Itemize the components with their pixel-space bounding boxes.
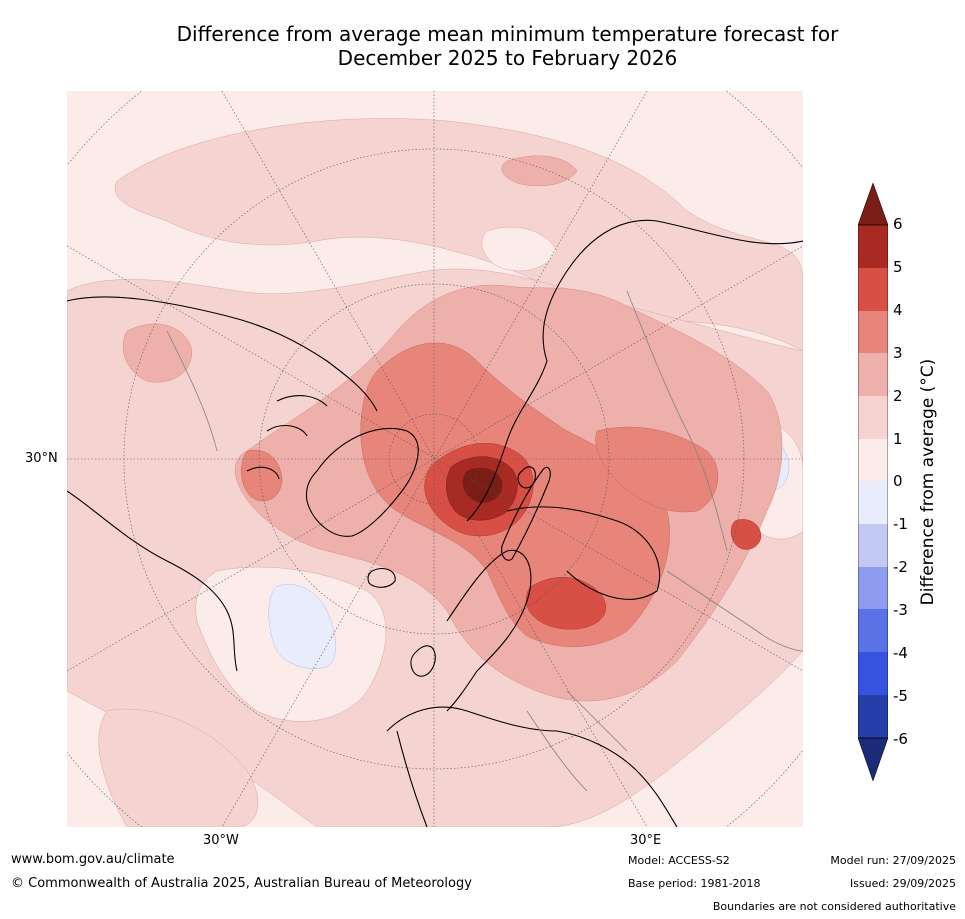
coastline-scandinavia — [446, 549, 532, 712]
colorbar-axis-label: Difference from average (°C) — [918, 358, 938, 606]
footer-issued: Issued: 29/09/2025 — [849, 877, 956, 890]
coastline-greenland — [305, 427, 419, 537]
colorbar-tick-3: 3 — [893, 344, 903, 362]
colorbar-tick-m4: -4 — [893, 644, 908, 662]
coastline-svalbard — [517, 466, 536, 489]
footer-url: www.bom.gov.au/climate — [11, 852, 175, 867]
anomaly-2-3-region-west — [122, 323, 193, 383]
coastline-eurasia — [466, 219, 803, 600]
footer-model-run: Model run: 27/09/2025 — [830, 854, 956, 867]
boundary-lines-asia — [626, 290, 728, 552]
colorbar — [857, 182, 889, 782]
map-svg — [67, 91, 803, 827]
chart-title: Difference from average mean minimum tem… — [0, 22, 965, 70]
colorbar-tick-m1: -1 — [893, 515, 908, 533]
colorbar-tick-4: 4 — [893, 301, 903, 319]
colorbar-swatch-1-2 — [858, 396, 888, 439]
coastlines — [67, 219, 803, 827]
anomaly-1-2-region-north-pacific — [114, 118, 803, 352]
colorbar-swatch-5-6 — [858, 225, 888, 268]
footer-model: Model: ACCESS-S2 — [628, 854, 730, 867]
country-boundaries — [166, 290, 803, 792]
coastline-novaya-zemlya — [501, 466, 551, 561]
coastline-british-isles — [410, 645, 436, 677]
colorbar-swatch-m6-m5 — [858, 695, 888, 738]
colorbar-tick-0: 0 — [893, 472, 903, 490]
anomaly-1-2-region-south — [98, 708, 259, 827]
anomaly-3-4-region-west — [241, 449, 283, 502]
colorbar-tick-m2: -2 — [893, 558, 908, 576]
title-line-2: December 2025 to February 2026 — [337, 46, 678, 70]
graticule-meridian-60 — [67, 245, 803, 672]
boundary-lines-europe — [526, 690, 628, 792]
coastline-iceland — [367, 568, 396, 588]
coastline-canadian-archipelago — [246, 395, 328, 480]
coastline-europe — [386, 706, 678, 827]
anomaly-2-3-region-north — [501, 155, 578, 187]
colorbar-swatch-0-1 — [858, 439, 888, 481]
footer-base-period: Base period: 1981-2018 — [628, 877, 761, 890]
colorbar-swatch-m1-0 — [858, 481, 888, 524]
anomaly-0-1-patch-north — [481, 226, 558, 272]
colorbar-svg — [857, 182, 889, 782]
colorbar-swatch-3-4 — [858, 311, 888, 353]
anomaly-4-5-region-east-spot — [730, 519, 762, 550]
colorbar-tick-6: 6 — [893, 215, 903, 233]
graticule — [67, 91, 803, 827]
title-line-1: Difference from average mean minimum tem… — [176, 22, 839, 46]
anomaly-above-6-region — [462, 467, 503, 503]
colorbar-tick-2: 2 — [893, 387, 903, 405]
anomaly-neg-1-0-region-atlantic — [268, 584, 336, 669]
colorbar-extend-above-6 — [857, 182, 889, 226]
colorbar-tick-m5: -5 — [893, 687, 908, 705]
graticule-lat-60 — [258, 283, 610, 635]
colorbar-swatch-m5-m4 — [858, 652, 888, 695]
forecast-map — [67, 91, 803, 827]
latitude-label-30n: 30°N — [25, 451, 58, 466]
colorbar-swatch-m4-m3 — [858, 609, 888, 652]
colorbar-tick-m3: -3 — [893, 601, 908, 619]
colorbar-swatch-m2-m1 — [858, 524, 888, 567]
footer-copyright: © Commonwealth of Australia 2025, Austra… — [11, 876, 472, 891]
colorbar-swatch-4-5 — [858, 268, 888, 311]
longitude-label-30w: 30°W — [203, 833, 239, 848]
anomaly-3-4-region-asia — [595, 426, 719, 513]
colorbar-swatch-2-3 — [858, 353, 888, 396]
boundary-lines-north-america — [166, 330, 218, 452]
longitude-label-30e: 30°E — [630, 833, 662, 848]
footer-disclaimer: Boundaries are not considered authoritat… — [712, 900, 956, 913]
anomaly-4-5-region-russia — [525, 577, 607, 630]
boundary-lines-eurasia-east — [666, 570, 803, 652]
coastline-north-america — [67, 296, 378, 672]
colorbar-tick-5: 5 — [893, 258, 903, 276]
colorbar-tick-m6: -6 — [893, 730, 908, 748]
colorbar-swatch-m3-m2 — [858, 567, 888, 609]
colorbar-tick-1: 1 — [893, 430, 903, 448]
colorbar-extend-below-m6 — [857, 737, 889, 782]
